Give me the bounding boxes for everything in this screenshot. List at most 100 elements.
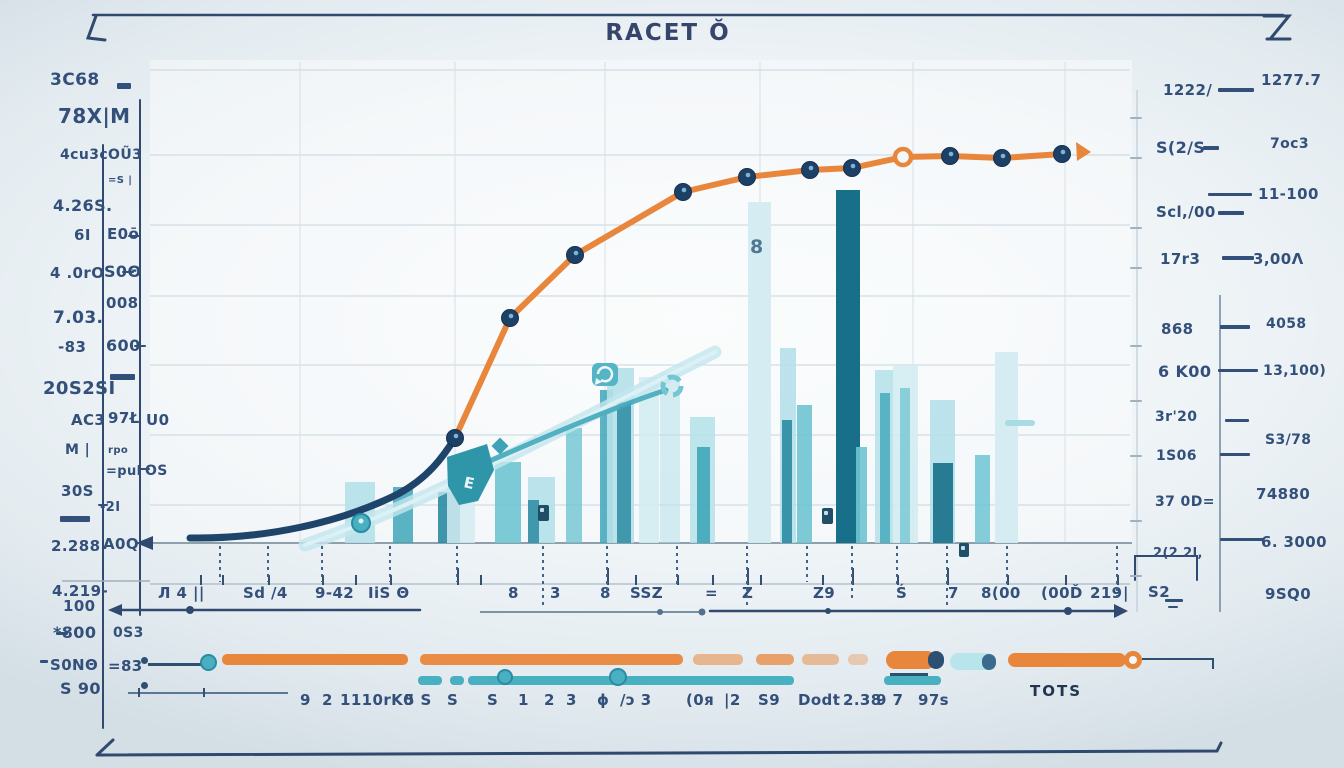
bottom-row-label: S9 — [758, 691, 781, 709]
x-axis-label: Sd /4 — [243, 584, 288, 602]
right-axis-tick — [1168, 606, 1178, 608]
baseline-chain — [456, 546, 458, 582]
right-axis-label: 7oc3 — [1270, 136, 1309, 152]
left-axis-label: 4.26S. — [53, 196, 113, 215]
left-axis-label: 600 — [106, 336, 141, 355]
right-axis-label: 2(2 2l, — [1153, 546, 1203, 561]
right-axis-label: 3,00Λ — [1253, 250, 1304, 268]
right-axis-label: 6 K00 — [1158, 362, 1212, 381]
x-axis-label: (00Ď — [1041, 584, 1083, 602]
left-axis-label: 97Ł — [108, 409, 140, 427]
bottom-row-label: 2 — [544, 691, 555, 709]
left-axis-label: =pul — [106, 464, 142, 479]
bar — [748, 202, 771, 543]
legend-underline — [890, 673, 928, 676]
right-axis-tick — [1220, 325, 1250, 329]
band-tick-tall — [607, 568, 609, 585]
band-tick — [222, 575, 224, 585]
baseline-chain — [267, 546, 269, 582]
bar — [933, 463, 953, 543]
band-tick — [677, 575, 679, 585]
baseline-chain — [1006, 546, 1008, 586]
legend-orange-segment — [848, 654, 868, 665]
band-tick-tall — [457, 568, 459, 585]
legend-orange-ring — [1124, 651, 1142, 669]
plot-edge-tick — [1130, 345, 1142, 347]
bar — [697, 447, 710, 543]
bar — [975, 455, 990, 543]
right-axis-tick — [1222, 256, 1254, 260]
legend-orange-segment — [802, 654, 839, 665]
legend-line-tick — [138, 688, 140, 697]
left-axis-label: 6I — [74, 226, 91, 244]
x-axis-label: 8(00 — [981, 584, 1021, 602]
baseline-chain — [946, 546, 948, 606]
bar — [639, 377, 659, 543]
legend-teal-segment — [884, 676, 941, 685]
legend-navy-dot — [141, 682, 148, 689]
legend-teal-ball — [609, 668, 627, 686]
right-axis-tick — [1225, 419, 1249, 422]
plot-edge-tick — [1130, 520, 1142, 522]
band-tick — [712, 575, 714, 585]
band-tick-tall — [852, 568, 854, 585]
band-tick — [200, 575, 202, 585]
right-axis-label: 9SQ0 — [1265, 585, 1312, 603]
bottom-row-label: 97s — [918, 691, 950, 709]
page-title: RACET Ŏ — [605, 20, 731, 46]
right-axis-label: 13,100) — [1263, 363, 1327, 379]
plot-edge-tick — [1130, 455, 1142, 457]
legend-orange-capsule — [886, 651, 936, 669]
legend-line — [128, 692, 288, 694]
band-tick — [390, 575, 392, 585]
bottom-row-label: 1110rK0 — [340, 691, 415, 709]
left-axis-label: 20S2SI — [43, 378, 116, 399]
left-axis-tick — [98, 504, 108, 506]
legend-teal-ball — [497, 669, 513, 685]
x-axis-label: Ś — [896, 584, 908, 602]
bottom-row-label: S — [487, 691, 499, 709]
bar — [660, 373, 680, 543]
legend-orange-segment — [756, 654, 794, 665]
bottom-row-label: 2.38 — [843, 691, 882, 709]
bar — [856, 447, 867, 543]
x-axis-label: IiS Θ — [368, 584, 410, 602]
left-axis-label: 0S3 — [113, 625, 144, 641]
bar — [617, 402, 631, 543]
band-tick — [480, 575, 482, 585]
bar — [782, 420, 792, 543]
bottom-row-label: 2 — [322, 691, 333, 709]
bottom-row-label: 1 — [518, 691, 529, 709]
plot-edge-tick — [1130, 157, 1142, 159]
bottom-row-label: ɸ — [597, 691, 610, 709]
mini-glyph-icon — [822, 508, 833, 524]
plot-edge-tick — [1130, 117, 1142, 119]
bar — [900, 388, 910, 543]
band-tick — [1117, 575, 1119, 585]
bar — [995, 352, 1018, 543]
bar — [528, 500, 539, 543]
left-axis-label: 30S — [61, 482, 94, 500]
plot-edge-tick — [1130, 227, 1142, 229]
legend-marker-circle — [200, 654, 217, 671]
band-tick-tall — [947, 568, 949, 585]
baseline-chain — [896, 546, 898, 586]
left-axis-label: U0 — [146, 411, 170, 429]
left-axis-label: 4.219- — [52, 582, 109, 600]
left-axis-label: M | — [65, 442, 91, 458]
baseline-chain — [606, 546, 608, 596]
left-axis-label: S0NΘ — [50, 656, 99, 674]
left-axis-tick — [128, 235, 140, 237]
plot-edge-tick — [1130, 400, 1142, 402]
left-axis-label: 2.288 — [51, 537, 101, 555]
band-tick — [1007, 575, 1009, 585]
legend-teal-segment — [418, 676, 442, 685]
right-axis-label: 3r'20 — [1155, 409, 1198, 425]
x-axis-label: 3 — [550, 584, 561, 602]
left-axis-label: rpo — [108, 445, 129, 456]
mini-glyph-icon — [538, 505, 549, 521]
left-axis-label: OS — [145, 463, 168, 479]
left-axis-label: =S | — [108, 175, 133, 186]
bar — [880, 393, 890, 543]
